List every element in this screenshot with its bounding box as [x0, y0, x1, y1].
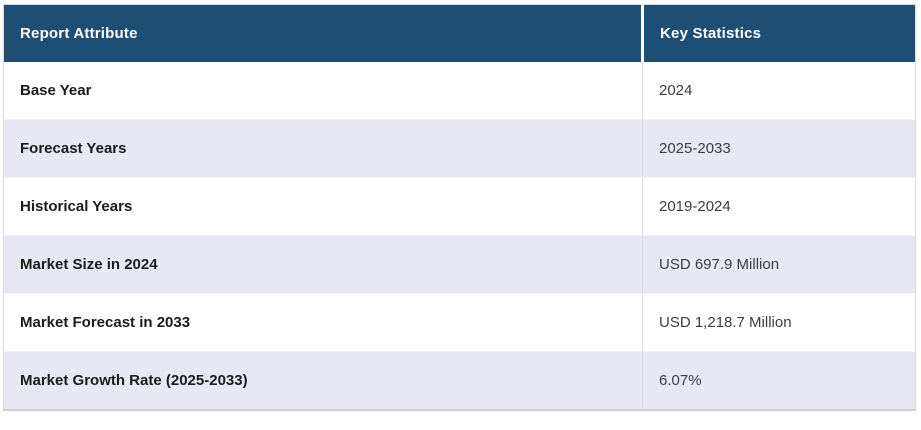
attribute-cell-historical-years: Historical Years	[3, 177, 643, 236]
value-cell-forecast-years: 2025-2033	[642, 119, 916, 178]
value-cell-historical-years: 2019-2024	[642, 177, 916, 236]
table-row: Forecast Years 2025-2033	[3, 119, 916, 178]
attribute-cell-base-year: Base Year	[3, 62, 643, 120]
table-header-row: Report Attribute Key Statistics	[3, 4, 916, 62]
column-header-key-statistics: Key Statistics	[642, 4, 916, 62]
value-cell-base-year: 2024	[642, 62, 916, 120]
table-row: Historical Years 2019-2024	[3, 177, 916, 236]
value-cell-market-forecast: USD 1,218.7 Million	[642, 293, 916, 352]
table-row: Market Growth Rate (2025-2033) 6.07%	[3, 351, 916, 411]
attribute-cell-forecast-years: Forecast Years	[3, 119, 643, 178]
value-cell-market-size: USD 697.9 Million	[642, 235, 916, 294]
attribute-cell-market-size: Market Size in 2024	[3, 235, 643, 294]
table-row: Market Size in 2024 USD 697.9 Million	[3, 235, 916, 294]
table-row: Market Forecast in 2033 USD 1,218.7 Mill…	[3, 293, 916, 352]
table-row: Base Year 2024	[3, 62, 916, 120]
column-header-report-attribute: Report Attribute	[3, 4, 644, 62]
attribute-cell-market-forecast: Market Forecast in 2033	[3, 293, 643, 352]
value-cell-growth-rate: 6.07%	[642, 351, 916, 411]
report-statistics-table: Report Attribute Key Statistics Base Yea…	[3, 4, 916, 411]
attribute-cell-growth-rate: Market Growth Rate (2025-2033)	[3, 351, 643, 411]
